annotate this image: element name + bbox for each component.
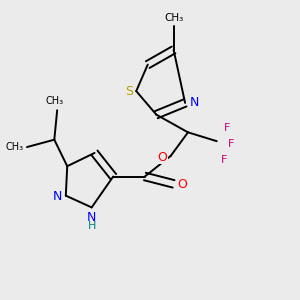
Text: CH₃: CH₃ <box>164 13 183 23</box>
Text: CH₃: CH₃ <box>5 142 23 152</box>
Text: F: F <box>228 139 235 149</box>
Text: H: H <box>88 221 96 231</box>
Text: O: O <box>158 151 167 164</box>
Text: S: S <box>125 85 134 98</box>
Text: N: N <box>189 95 199 109</box>
Text: F: F <box>221 155 227 165</box>
Text: N: N <box>87 211 96 224</box>
Text: N: N <box>53 190 62 203</box>
Text: F: F <box>224 123 230 133</box>
Text: CH₃: CH₃ <box>45 96 63 106</box>
Text: O: O <box>177 178 187 191</box>
